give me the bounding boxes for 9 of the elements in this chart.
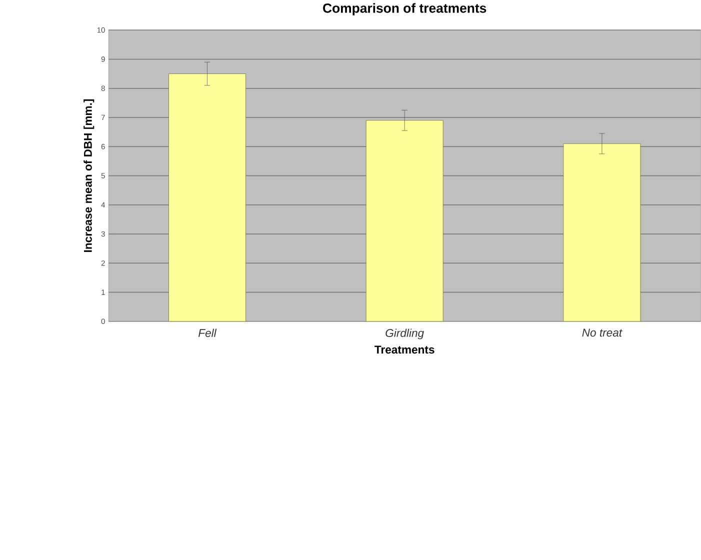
x-axis-title: Treatments <box>374 346 434 354</box>
chart-title: Comparison of treatments <box>323 3 486 16</box>
bar <box>563 143 641 322</box>
bar <box>366 120 444 322</box>
x-tick-label: No treat <box>582 328 622 336</box>
bar <box>168 73 246 322</box>
x-tick-label: Girdling <box>386 328 424 340</box>
x-tick-label: Fell <box>198 328 217 337</box>
y-axis-title: Increase mean of DBH [mm.] <box>84 99 94 252</box>
